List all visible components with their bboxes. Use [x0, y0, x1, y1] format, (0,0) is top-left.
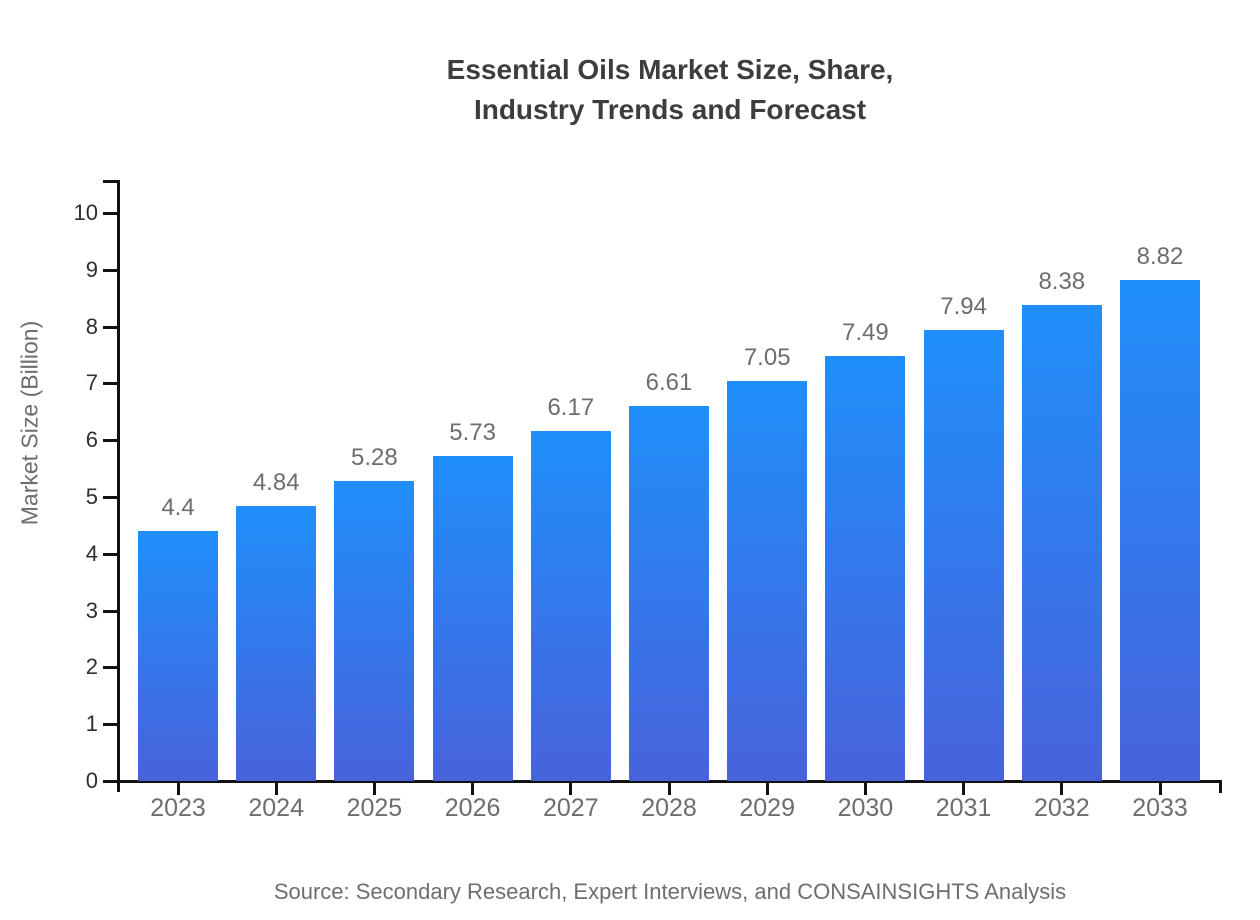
bar-value-label: 5.73 [449, 418, 496, 446]
chart-title-line-2: Industry Trends and Forecast [473, 94, 867, 125]
y-tick-label: 6 [85, 427, 98, 453]
bar-value-label: 5.28 [351, 444, 398, 472]
y-tick [103, 382, 117, 386]
y-tick-label: 9 [85, 256, 98, 282]
y-axis-end-tick [103, 180, 117, 183]
x-tick-label: 2030 [837, 794, 894, 822]
x-tick-label: 2023 [150, 794, 206, 822]
x-tick [1060, 783, 1064, 795]
bar-value-label: 6.17 [547, 393, 595, 421]
x-tick [471, 783, 475, 795]
x-tick-label: 2024 [248, 794, 304, 822]
y-tick [103, 780, 117, 783]
source-caption: Source: Secondary Research, Expert Inter… [273, 879, 1067, 904]
y-tick [103, 268, 117, 272]
chart-title-line-1: Essential Oils Market Size, Share, [446, 54, 894, 85]
bar-value-label: 8.82 [1136, 243, 1184, 271]
y-tick-label: 0 [85, 768, 98, 793]
x-tick [274, 783, 278, 795]
y-tick-label: 3 [85, 597, 98, 623]
y-tick [103, 609, 117, 613]
bar [138, 531, 218, 781]
bar-value-label: 7.94 [940, 293, 987, 320]
x-axis-line [104, 780, 1222, 783]
y-tick-label: 5 [85, 484, 98, 509]
y-tick [103, 439, 117, 443]
y-tick-label: 7 [85, 370, 98, 396]
bar [334, 481, 415, 781]
bar [1120, 280, 1200, 781]
x-tick-label: 2025 [346, 794, 403, 822]
bar-value-label: 7.05 [743, 343, 791, 371]
y-axis-line [117, 180, 120, 792]
bar [923, 330, 1004, 781]
y-tick-label: 2 [85, 654, 98, 680]
x-tick [1158, 783, 1162, 795]
bar [432, 455, 513, 781]
y-tick-label: 1 [85, 711, 98, 737]
bar [530, 430, 611, 781]
x-tick-label: 2031 [935, 794, 992, 822]
x-tick-label: 2033 [1132, 794, 1188, 822]
x-tick [765, 783, 769, 795]
bar-value-label: 7.49 [842, 318, 889, 346]
bar-value-label: 4.4 [161, 494, 195, 522]
x-tick [372, 783, 376, 795]
bar [236, 506, 317, 781]
x-tick [863, 783, 867, 795]
x-axis-end-tick [1219, 781, 1222, 793]
x-tick [569, 783, 573, 795]
y-tick [103, 325, 117, 329]
x-tick [176, 783, 180, 795]
x-tick [667, 783, 671, 795]
x-tick-label: 2027 [542, 794, 599, 822]
bar [629, 405, 709, 781]
bar-value-label: 8.38 [1038, 268, 1086, 296]
bar [727, 380, 808, 781]
y-tick [103, 666, 117, 670]
bar-value-label: 6.61 [645, 368, 693, 396]
x-tick-label: 2029 [739, 794, 795, 822]
x-tick [962, 783, 966, 795]
chart-title: Essential Oils Market Size, Share, Indus… [80, 50, 1260, 130]
y-tick [103, 723, 117, 727]
y-tick [103, 212, 117, 215]
x-tick-label: 2032 [1033, 794, 1090, 822]
y-tick-label: 4 [85, 540, 98, 566]
y-tick [103, 496, 117, 499]
x-tick-label: 2028 [641, 794, 697, 822]
y-tick-label: 8 [85, 313, 98, 339]
bar [825, 355, 906, 781]
x-tick-label: 2026 [444, 794, 501, 822]
bar [1021, 305, 1102, 781]
y-tick-label: 10 [73, 200, 98, 225]
bar-value-label: 4.84 [252, 469, 300, 497]
y-tick [103, 552, 117, 556]
